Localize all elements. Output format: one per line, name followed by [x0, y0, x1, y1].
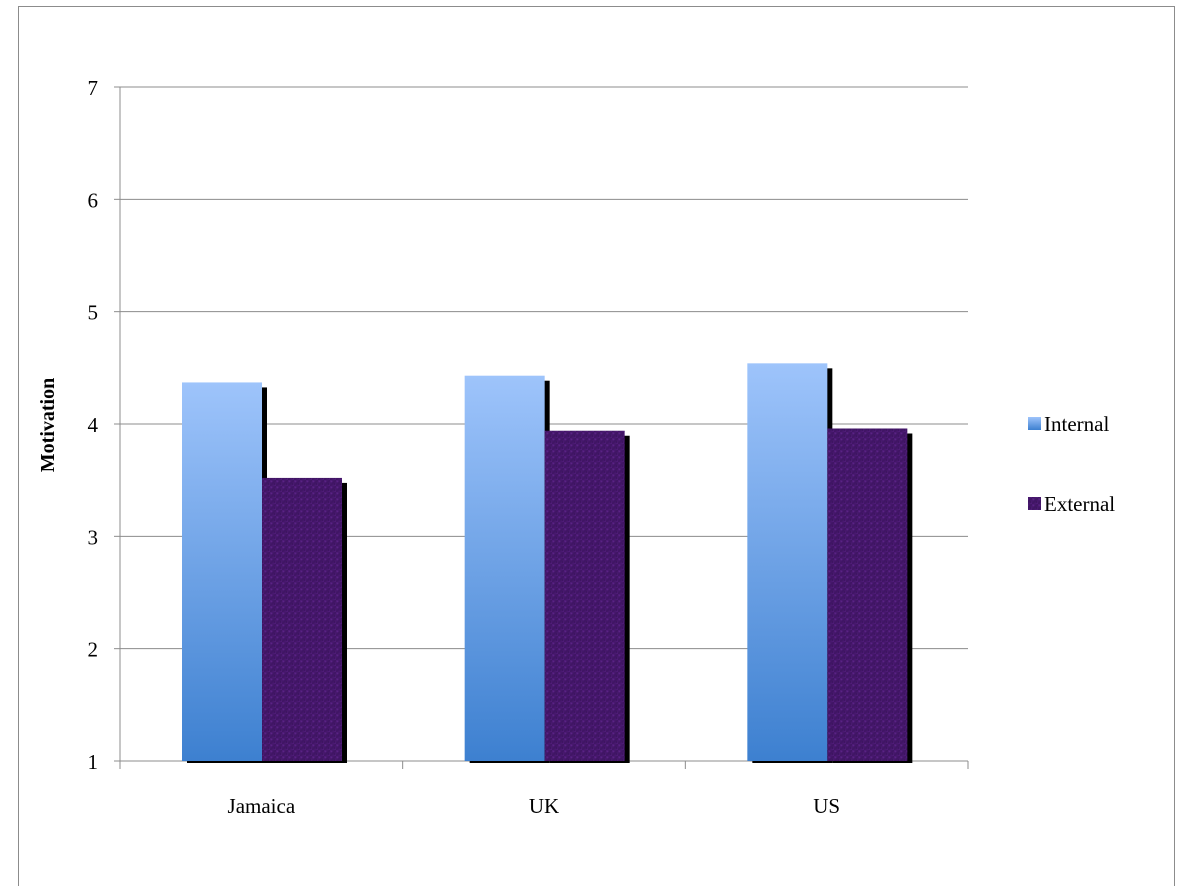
y-tick-label: 5	[88, 301, 99, 325]
y-tick-label: 1	[88, 750, 99, 774]
bar-internal	[464, 375, 545, 761]
y-tick-label: 2	[88, 638, 99, 662]
bars	[182, 363, 913, 763]
bar-external	[827, 428, 908, 761]
legend-swatch-internal	[1028, 417, 1041, 430]
y-tick-label: 3	[88, 525, 99, 549]
bar-internal	[182, 382, 262, 761]
bar-external	[544, 430, 625, 761]
legend-swatch-external	[1028, 497, 1041, 510]
x-category-label: US	[813, 794, 840, 818]
y-tick-label: 7	[88, 76, 99, 100]
x-category-label: Jamaica	[228, 794, 296, 818]
legend: Internal External	[1028, 412, 1115, 516]
bar-external	[262, 477, 342, 761]
legend-label-external: External	[1044, 492, 1115, 516]
y-tick-label: 4	[88, 413, 99, 437]
bar-internal	[747, 363, 828, 761]
y-axis-title: Motivation	[37, 378, 59, 472]
legend-label-internal: Internal	[1044, 412, 1109, 436]
x-category-label: UK	[529, 794, 559, 818]
x-category-labels: Jamaica UK US	[228, 794, 841, 818]
y-tick-label: 6	[88, 188, 99, 212]
y-tick-labels: 1 2 3 4 5 6 7	[88, 76, 99, 774]
